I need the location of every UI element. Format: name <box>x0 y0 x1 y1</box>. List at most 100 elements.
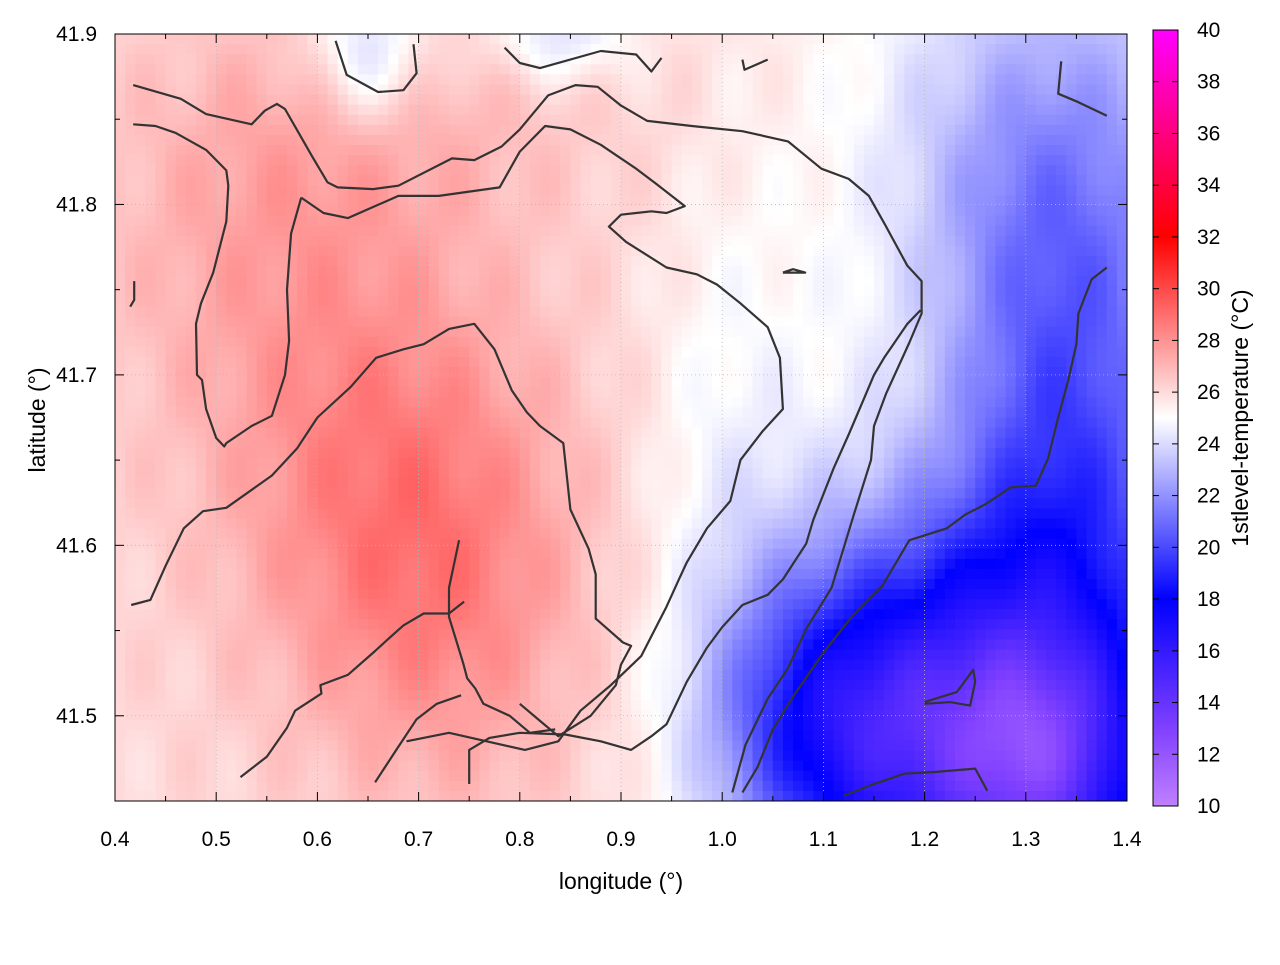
heatmap-cell <box>459 235 470 247</box>
heatmap-cell <box>489 700 501 711</box>
heatmap-cell <box>499 669 511 681</box>
heatmap-cell <box>550 478 561 489</box>
heatmap-cell <box>681 74 693 86</box>
heatmap-cell <box>145 649 157 661</box>
heatmap-cell <box>418 548 430 560</box>
heatmap-cell <box>337 578 349 590</box>
heatmap-cell <box>540 256 551 267</box>
heatmap-cell <box>560 750 571 762</box>
heatmap-cell <box>701 387 713 398</box>
heatmap-cell <box>297 336 308 348</box>
heatmap-cell <box>125 367 136 378</box>
heatmap-cell <box>347 145 359 156</box>
heatmap-cell <box>641 578 652 590</box>
heatmap-cell <box>175 669 187 681</box>
heatmap-cell <box>610 74 622 86</box>
heatmap-cell <box>570 447 582 459</box>
heatmap-cell <box>570 195 582 207</box>
heatmap-cell <box>641 346 652 358</box>
heatmap-cell <box>175 538 187 550</box>
heatmap-cell <box>742 417 754 429</box>
heatmap-cell <box>115 700 126 711</box>
heatmap-cell <box>540 639 551 651</box>
heatmap-cell <box>540 286 551 297</box>
heatmap-cell <box>438 689 450 701</box>
heatmap-cell <box>206 508 217 520</box>
heatmap-cell <box>671 740 683 752</box>
heatmap-cell <box>115 44 126 55</box>
heatmap-cell <box>762 639 774 651</box>
heatmap-cell <box>195 286 207 297</box>
heatmap-cell <box>125 457 136 469</box>
heatmap-cell <box>570 235 582 247</box>
heatmap-cell <box>297 508 308 520</box>
heatmap-cell <box>590 407 602 419</box>
heatmap-cell <box>347 235 359 247</box>
heatmap-cell <box>438 276 450 287</box>
heatmap-cell <box>357 508 369 520</box>
heatmap-cell <box>742 629 754 641</box>
heatmap-cell <box>762 619 774 631</box>
heatmap-cell <box>246 508 258 520</box>
heatmap-cell <box>388 316 399 328</box>
heatmap-cell <box>398 114 410 126</box>
heatmap-cell <box>509 316 521 328</box>
heatmap-cell <box>155 770 167 782</box>
heatmap-cell <box>317 720 329 731</box>
heatmap-cell <box>459 195 470 207</box>
heatmap-cell <box>641 599 652 610</box>
heatmap-cell <box>206 780 217 792</box>
heatmap-cell <box>681 760 693 772</box>
heatmap-cell <box>317 457 329 469</box>
heatmap-cell <box>570 215 582 227</box>
heatmap-cell <box>388 175 399 186</box>
heatmap-cell <box>378 134 389 146</box>
heatmap-cell <box>752 639 764 651</box>
heatmap-cell <box>175 34 187 45</box>
heatmap-cell <box>469 619 480 631</box>
heatmap-cell <box>469 225 480 237</box>
heatmap-cell <box>691 700 703 711</box>
heatmap-cell <box>681 286 693 297</box>
heatmap-cell <box>560 377 571 388</box>
heatmap-cell <box>772 94 784 106</box>
heatmap-cell <box>641 94 652 106</box>
heatmap-cell <box>762 478 774 489</box>
heatmap-cell <box>529 417 541 429</box>
heatmap-cell <box>469 114 480 126</box>
heatmap-cell <box>762 518 774 530</box>
heatmap-cell <box>772 195 784 207</box>
heatmap-cell <box>701 306 713 318</box>
heatmap-cell <box>772 225 784 237</box>
heatmap-cell <box>125 397 136 409</box>
heatmap-cell <box>195 568 207 580</box>
heatmap-cell <box>206 114 217 126</box>
heatmap-cell <box>135 306 146 318</box>
heatmap-cell <box>388 195 399 207</box>
heatmap-cell <box>712 780 723 792</box>
heatmap-cell <box>175 629 187 641</box>
heatmap-cell <box>590 467 602 479</box>
heatmap-cell <box>175 225 187 237</box>
heatmap-cell <box>195 548 207 560</box>
heatmap-cell <box>155 64 167 75</box>
heatmap-cell <box>216 508 227 520</box>
heatmap-cell <box>742 538 754 550</box>
heatmap-cell <box>580 94 592 106</box>
heatmap-cell <box>438 488 450 499</box>
heatmap-cell <box>661 346 673 358</box>
heatmap-cell <box>701 659 713 671</box>
heatmap-cell <box>661 740 673 752</box>
heatmap-cell <box>388 276 399 287</box>
heatmap-cell <box>357 387 369 398</box>
heatmap-cell <box>337 740 349 752</box>
heatmap-cell <box>135 54 146 65</box>
heatmap-cell <box>307 266 318 277</box>
heatmap-cell <box>580 145 592 156</box>
heatmap-cell <box>772 498 784 509</box>
heatmap-cell <box>762 34 774 45</box>
heatmap-cell <box>398 558 410 570</box>
heatmap-cell <box>448 427 460 439</box>
heatmap-cell <box>560 599 571 610</box>
heatmap-cell <box>418 195 430 207</box>
